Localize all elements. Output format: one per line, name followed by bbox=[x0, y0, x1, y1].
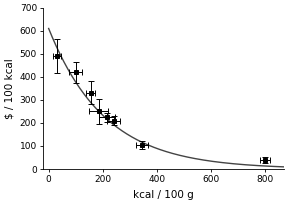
X-axis label: kcal / 100 g: kcal / 100 g bbox=[133, 190, 194, 200]
Y-axis label: $ / 100 kcal: $ / 100 kcal bbox=[4, 58, 14, 119]
